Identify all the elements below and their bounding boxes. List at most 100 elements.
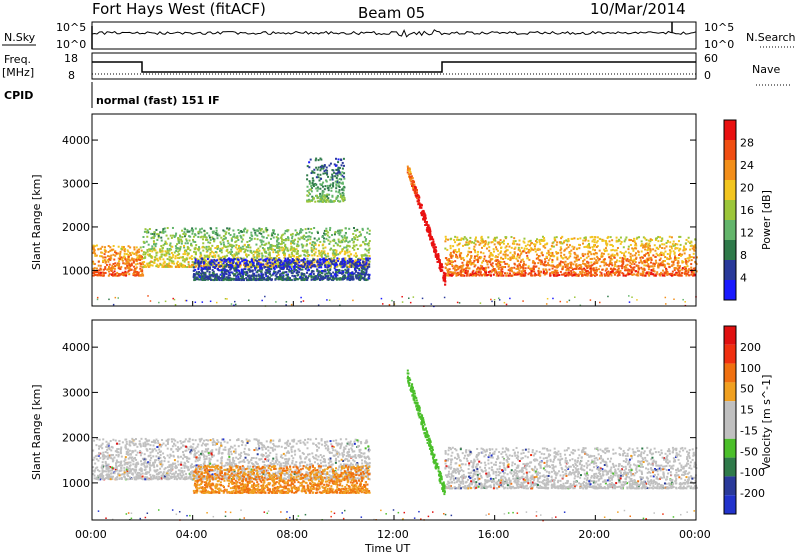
scatter-cell <box>135 246 138 249</box>
scatter-cell <box>169 265 172 268</box>
scatter-cell <box>481 265 484 268</box>
scatter-cell <box>333 233 336 236</box>
scatter-cell <box>274 259 277 262</box>
scatter-cell <box>212 231 215 234</box>
scatter-cell <box>106 259 109 262</box>
scatter-cell <box>692 252 695 255</box>
scatter-cell <box>499 243 502 246</box>
scatter-cell <box>261 247 264 250</box>
scatter-cell <box>352 260 355 263</box>
scatter-cell <box>570 237 573 240</box>
scatter-cell <box>191 263 194 266</box>
scatter-cell <box>199 257 202 260</box>
scatter-cell <box>653 264 656 267</box>
scatter-cell <box>344 261 347 264</box>
scatter-cell <box>272 264 275 267</box>
scatter-cell <box>207 256 210 259</box>
scatter-cell <box>172 253 175 256</box>
scatter-cell <box>362 273 365 276</box>
scatter-cell <box>250 231 253 234</box>
scatter-cell <box>483 245 486 248</box>
scatter-cell <box>233 257 236 260</box>
scatter-cell <box>544 246 547 249</box>
scatter-cell <box>638 261 641 264</box>
scatter-cell <box>200 235 203 238</box>
scatter-cell <box>118 254 121 257</box>
scatter-cell <box>291 269 294 272</box>
scatter-cell <box>281 249 284 252</box>
scatter-cell <box>521 258 524 261</box>
scatter-cell <box>355 275 358 278</box>
scatter-cell <box>278 269 281 272</box>
scatter-cell <box>553 237 556 240</box>
scatter-cell <box>500 266 503 269</box>
scatter-cell <box>639 256 642 259</box>
scatter-cell <box>676 247 679 250</box>
scatter-cell <box>688 259 691 262</box>
scatter-cell <box>538 248 541 251</box>
scatter-cell <box>290 271 293 274</box>
scatter-cell <box>636 265 639 268</box>
scatter-cell <box>209 247 212 250</box>
scatter-cell <box>221 272 224 275</box>
scatter-cell <box>163 253 166 256</box>
scatter-cell <box>156 257 159 260</box>
scatter-cell <box>335 270 338 273</box>
scatter-cell <box>695 256 698 259</box>
scatter-cell <box>235 251 238 254</box>
scatter-cell <box>450 256 453 259</box>
scatter-cell <box>473 257 476 260</box>
scatter-cell <box>302 244 305 247</box>
scatter-cell <box>359 276 362 279</box>
scatter-cell <box>259 228 262 231</box>
scatter-cell <box>329 268 332 271</box>
scatter-cell <box>178 264 181 267</box>
freq-strip-frame <box>91 52 697 80</box>
scatter-cell <box>200 254 203 257</box>
scatter-cell <box>232 262 235 265</box>
scatter-cell <box>136 262 139 265</box>
scatter-cell <box>338 264 341 267</box>
scatter-cell <box>199 228 202 231</box>
scatter-cell <box>136 256 139 259</box>
scatter-cell <box>692 248 695 251</box>
scatter-cell <box>242 228 245 231</box>
scatter-cell <box>298 277 301 280</box>
scatter-cell <box>626 258 629 261</box>
scatter-cell <box>244 248 247 251</box>
scatter-cell <box>454 248 457 251</box>
scatter-cell <box>342 238 345 241</box>
scatter-cell <box>473 259 476 262</box>
scatter-cell <box>147 265 150 268</box>
scatter-cell <box>637 274 640 277</box>
scatter-cell <box>172 234 175 237</box>
scatter-cell <box>227 258 230 261</box>
scatter-cell <box>461 274 464 277</box>
scatter-cell <box>190 242 193 245</box>
scatter-cell <box>613 265 616 268</box>
scatter-cell <box>245 270 248 273</box>
scatter-cell <box>567 246 570 249</box>
scatter-cell <box>217 254 220 257</box>
scatter-cell <box>561 261 564 264</box>
scatter-cell <box>285 265 288 268</box>
scatter-cell <box>358 272 361 275</box>
scatter-cell <box>178 241 181 244</box>
scatter-cell <box>327 261 330 264</box>
scatter-cell <box>688 274 691 277</box>
scatter-cell <box>567 273 570 276</box>
scatter-cell <box>500 271 503 274</box>
scatter-cell <box>108 263 111 266</box>
scatter-cell <box>189 235 192 238</box>
scatter-cell <box>317 237 320 240</box>
scatter-cell <box>117 257 120 260</box>
scatter-cell <box>252 272 255 275</box>
scatter-cell <box>338 257 341 260</box>
scatter-cell <box>290 251 293 254</box>
scatter-cell <box>651 239 654 242</box>
scatter-cell <box>210 250 213 253</box>
scatter-cell <box>264 260 267 263</box>
scatter-cell <box>123 274 126 277</box>
scatter-cell <box>478 274 481 277</box>
scatter-cell <box>128 273 131 276</box>
